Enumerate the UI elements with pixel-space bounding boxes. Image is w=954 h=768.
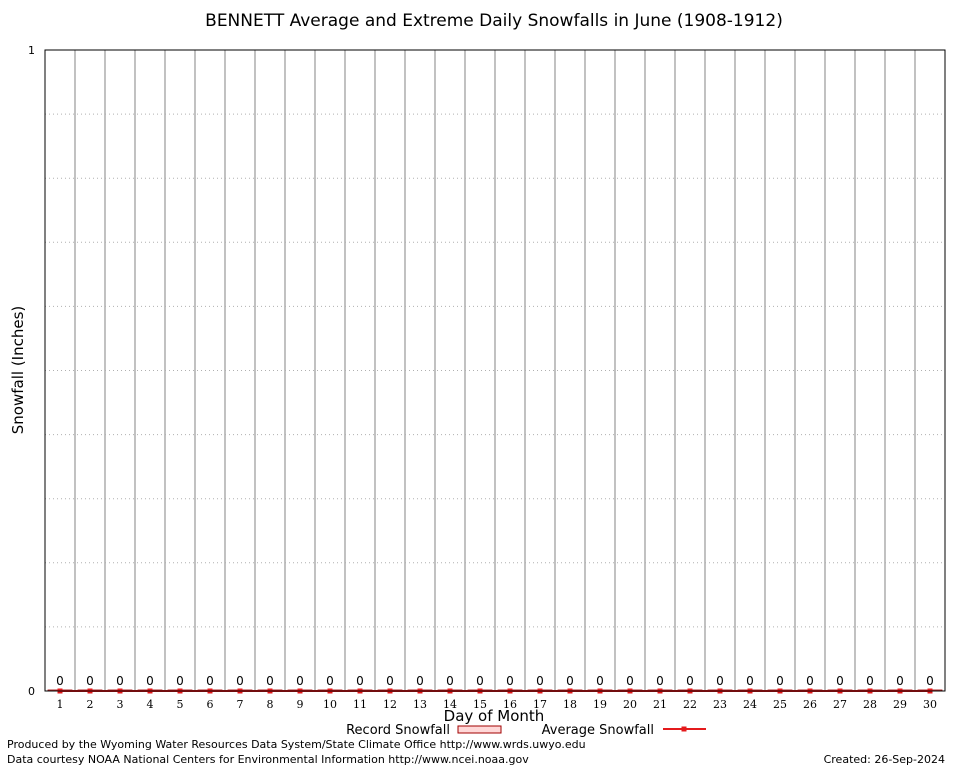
footer-created: Created: 26-Sep-2024 <box>824 753 945 766</box>
x-tick-label: 24 <box>743 698 757 711</box>
record-value-label: 0 <box>716 674 724 688</box>
record-value-label: 0 <box>776 674 784 688</box>
record-value-label: 0 <box>146 674 154 688</box>
x-tick-label: 18 <box>563 698 577 711</box>
x-tick-label: 23 <box>713 698 727 711</box>
chart-title: BENNETT Average and Extreme Daily Snowfa… <box>205 11 783 31</box>
x-tick-label: 9 <box>297 698 304 711</box>
x-tick-label: 26 <box>803 698 817 711</box>
record-value-label: 0 <box>626 674 634 688</box>
record-value-label: 0 <box>656 674 664 688</box>
x-tick-label: 22 <box>683 698 697 711</box>
x-tick-label: 3 <box>117 698 124 711</box>
record-value-label: 0 <box>116 674 124 688</box>
footer-produced-by: Produced by the Wyoming Water Resources … <box>7 738 586 751</box>
x-tick-label: 5 <box>177 698 184 711</box>
record-value-label: 0 <box>866 674 874 688</box>
y-axis-title: Snowfall (Inches) <box>9 306 27 434</box>
record-value-label: 0 <box>296 674 304 688</box>
x-tick-label: 30 <box>923 698 937 711</box>
x-tick-label: 4 <box>147 698 154 711</box>
record-value-label: 0 <box>416 674 424 688</box>
record-value-label: 0 <box>356 674 364 688</box>
record-value-label: 0 <box>446 674 454 688</box>
x-tick-label: 28 <box>863 698 877 711</box>
record-value-label: 0 <box>746 674 754 688</box>
data-labels: 0 0 0 0 0 0 0 0 0 0 0 0 0 0 0 0 0 0 0 0 0 0 0 0 0 0 0 0 0 0 <box>56 674 934 688</box>
x-tick-label: 1 <box>57 698 64 711</box>
record-value-label: 0 <box>206 674 214 688</box>
y-tick-label: 1 <box>28 44 35 57</box>
x-axis-title: Day of Month <box>444 707 545 725</box>
y-tick-label: 0 <box>28 685 35 698</box>
x-tick-label: 21 <box>653 698 667 711</box>
record-value-label: 0 <box>686 674 694 688</box>
record-value-label: 0 <box>326 674 334 688</box>
x-tick-label: 12 <box>383 698 397 711</box>
record-value-label: 0 <box>86 674 94 688</box>
x-tick-label: 6 <box>207 698 214 711</box>
x-tick-label: 15 <box>473 698 487 711</box>
record-value-label: 0 <box>506 674 514 688</box>
record-value-label: 0 <box>386 674 394 688</box>
x-tick-label: 10 <box>323 698 337 711</box>
record-value-label: 0 <box>476 674 484 688</box>
x-tick-label: 2 <box>87 698 94 711</box>
x-tick-label: 29 <box>893 698 907 711</box>
record-value-label: 0 <box>176 674 184 688</box>
legend-record-swatch <box>457 725 502 734</box>
x-tick-label: 13 <box>413 698 427 711</box>
x-tick-label: 25 <box>773 698 787 711</box>
record-value-label: 0 <box>536 674 544 688</box>
record-value-label: 0 <box>566 674 574 688</box>
record-value-label: 0 <box>596 674 604 688</box>
legend-average-label: Average Snowfall <box>542 723 654 738</box>
legend: Record Snowfall Average Snowfall <box>346 723 706 738</box>
footer-data-courtesy: Data courtesy NOAA National Centers for … <box>7 753 529 766</box>
x-tick-label: 27 <box>833 698 847 711</box>
x-tick-label: 11 <box>353 698 367 711</box>
gridlines <box>45 50 945 691</box>
x-tick-label: 16 <box>503 698 517 711</box>
x-axis-ticks: 1 2 3 4 5 6 7 8 9 10 11 12 13 14 15 16 17 18 19 20 21 22 23 24 2… <box>57 698 938 711</box>
x-tick-label: 7 <box>237 698 244 711</box>
record-value-label: 0 <box>266 674 274 688</box>
x-tick-label: 20 <box>623 698 637 711</box>
record-value-label: 0 <box>836 674 844 688</box>
x-tick-label: 19 <box>593 698 607 711</box>
record-value-label: 0 <box>806 674 814 688</box>
x-tick-label: 8 <box>267 698 274 711</box>
record-value-label: 0 <box>926 674 934 688</box>
y-axis-ticks: 01 <box>28 44 51 698</box>
record-value-label: 0 <box>56 674 64 688</box>
record-value-label: 0 <box>236 674 244 688</box>
legend-record-label: Record Snowfall <box>346 723 450 738</box>
x-tick-label: 14 <box>443 698 457 711</box>
legend-average-marker <box>681 726 687 732</box>
record-value-label: 0 <box>896 674 904 688</box>
x-tick-label: 17 <box>533 698 547 711</box>
plot-frame <box>44 49 946 692</box>
